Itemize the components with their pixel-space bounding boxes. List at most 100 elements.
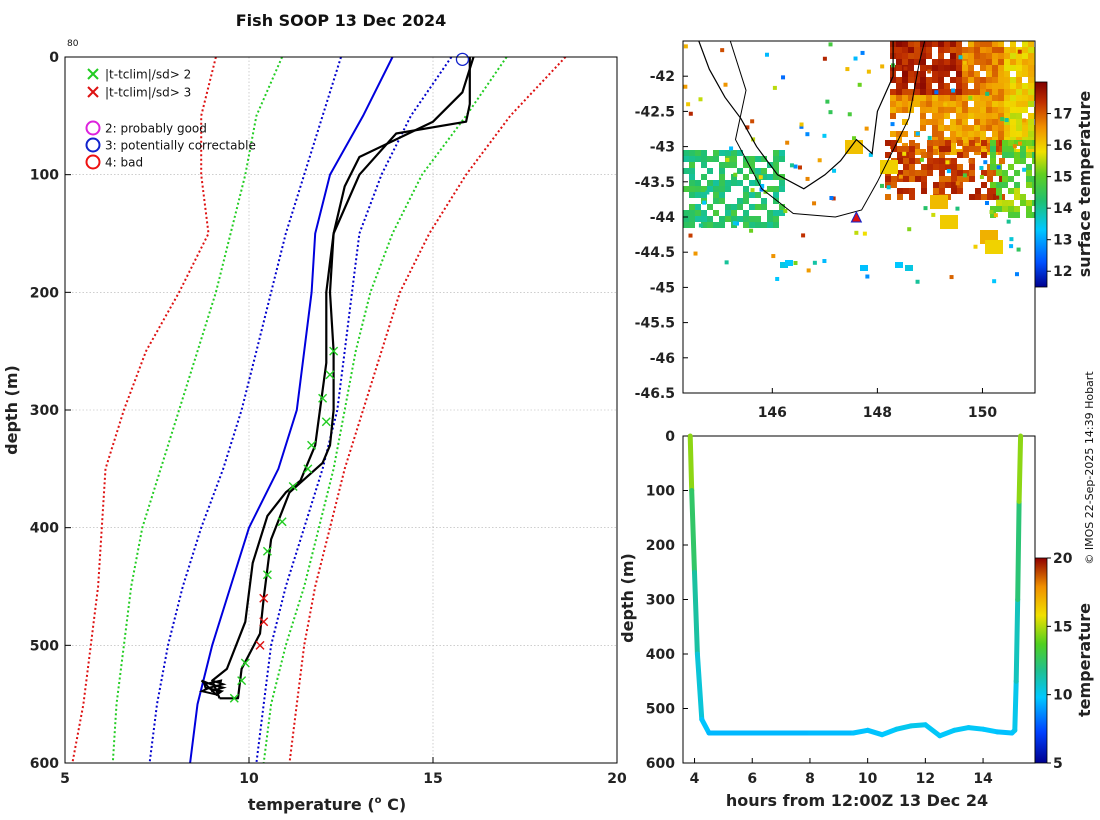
sst-cell	[805, 132, 810, 137]
sst-cell	[905, 265, 913, 271]
sst-cell	[996, 206, 1002, 212]
sst-cell	[920, 77, 926, 83]
sst-cell	[897, 194, 903, 200]
sst-cell	[955, 181, 960, 186]
sst-cell	[1028, 119, 1034, 125]
sst-cell	[695, 180, 701, 186]
sst-cell	[902, 107, 908, 113]
sst-cell	[990, 206, 996, 212]
flag-marker-stroke	[318, 393, 328, 403]
sst-cell	[1010, 125, 1016, 131]
sst-cell	[797, 165, 802, 170]
sst-cell	[908, 101, 914, 107]
sst-cell	[938, 71, 944, 77]
flag-marker	[229, 693, 239, 703]
sst-cell	[1028, 71, 1034, 77]
sst-cell	[951, 176, 957, 182]
sst-cell	[944, 65, 950, 71]
sst-cell	[974, 77, 980, 83]
sst-cell	[1020, 158, 1026, 164]
sst-cell	[956, 131, 962, 137]
sst-cell	[984, 201, 989, 206]
credit-text: © IMOS 22-Sep-2025 14:39 Hobart	[1083, 371, 1096, 565]
sst-cell	[940, 215, 958, 229]
map-y-tick-label: -44.5	[635, 245, 675, 261]
sst-cell	[857, 82, 862, 87]
sst-cell	[713, 180, 719, 186]
ts-y-tick-label: 0	[665, 429, 675, 445]
sst-cell	[1004, 47, 1010, 53]
flag-marker-stroke	[288, 481, 298, 491]
sst-cell	[980, 53, 986, 59]
sst-cell	[719, 162, 725, 168]
sst-cell	[974, 119, 980, 125]
depth-trace-segment	[1012, 678, 1019, 733]
sst-cell	[896, 41, 902, 47]
ts-x-tick-label: 6	[747, 771, 757, 787]
sst-cell	[962, 89, 968, 95]
sst-cell	[927, 158, 933, 164]
sst-cell	[980, 59, 986, 65]
flag-marker-stroke	[259, 617, 269, 627]
flag-marker-stroke	[229, 693, 239, 703]
sst-cell	[1016, 71, 1022, 77]
sst-cell	[968, 65, 974, 71]
sst-cell	[1009, 244, 1014, 249]
sst-cell	[915, 131, 920, 136]
sst-cell	[986, 47, 992, 53]
ts-x-tick-label: 8	[805, 771, 815, 787]
y-tick-label: 300	[30, 403, 59, 419]
sst-cell	[1014, 182, 1020, 188]
sst-cell	[999, 158, 1005, 164]
map-y-tick-label: -44	[650, 210, 676, 226]
sst-cell	[1028, 65, 1034, 71]
sst-cell	[1026, 164, 1032, 170]
sst-cell	[914, 101, 920, 107]
sst-cell	[689, 180, 695, 186]
sst-cell	[951, 182, 957, 188]
sst-cell	[725, 162, 731, 168]
sst-cell	[780, 262, 788, 268]
y-tick-label: 200	[30, 285, 59, 301]
sst-cell	[847, 112, 852, 117]
legend-item: |t-tclim|/sd> 2	[87, 68, 191, 82]
x-tick-label: 20	[607, 771, 627, 787]
sst-cell	[1004, 113, 1010, 119]
sst-cell	[779, 204, 785, 210]
sst-cell	[701, 216, 707, 222]
sst-cell	[773, 192, 779, 198]
sst-cell	[938, 65, 944, 71]
sst-cell	[845, 140, 863, 154]
sst-cell	[992, 47, 998, 53]
sst-cell	[986, 95, 992, 101]
sst-cell	[938, 53, 944, 59]
map-station-marker	[850, 210, 863, 223]
sst-cell	[724, 260, 729, 265]
sst-cell	[950, 131, 956, 137]
sst-cell	[689, 168, 695, 174]
sst-cell	[985, 91, 990, 96]
sst-cell	[950, 41, 956, 47]
sst-cell	[920, 47, 926, 53]
flag-marker-stroke	[259, 593, 269, 603]
sst-cell	[903, 176, 909, 182]
sst-cell	[707, 168, 713, 174]
sst-cell	[914, 41, 920, 47]
sst-cell	[779, 180, 785, 186]
temp-colorbar-tick-label: 15	[1053, 619, 1072, 635]
sst-cell	[956, 77, 962, 83]
flag-marker-stroke	[325, 370, 335, 380]
sst-cell	[725, 204, 731, 210]
sst-cell	[1016, 53, 1022, 59]
sst-cell	[1026, 200, 1032, 206]
sst-cell	[903, 146, 909, 152]
ts-y-tick-label: 400	[646, 647, 675, 663]
sst-cell	[707, 180, 713, 186]
sst-cell	[1026, 140, 1032, 146]
sst-cell	[890, 131, 896, 137]
sst-cell	[761, 222, 767, 228]
sst-cell	[963, 176, 969, 182]
sst-cell	[749, 204, 755, 210]
sst-cell	[701, 192, 707, 198]
sst-cell	[1016, 95, 1022, 101]
